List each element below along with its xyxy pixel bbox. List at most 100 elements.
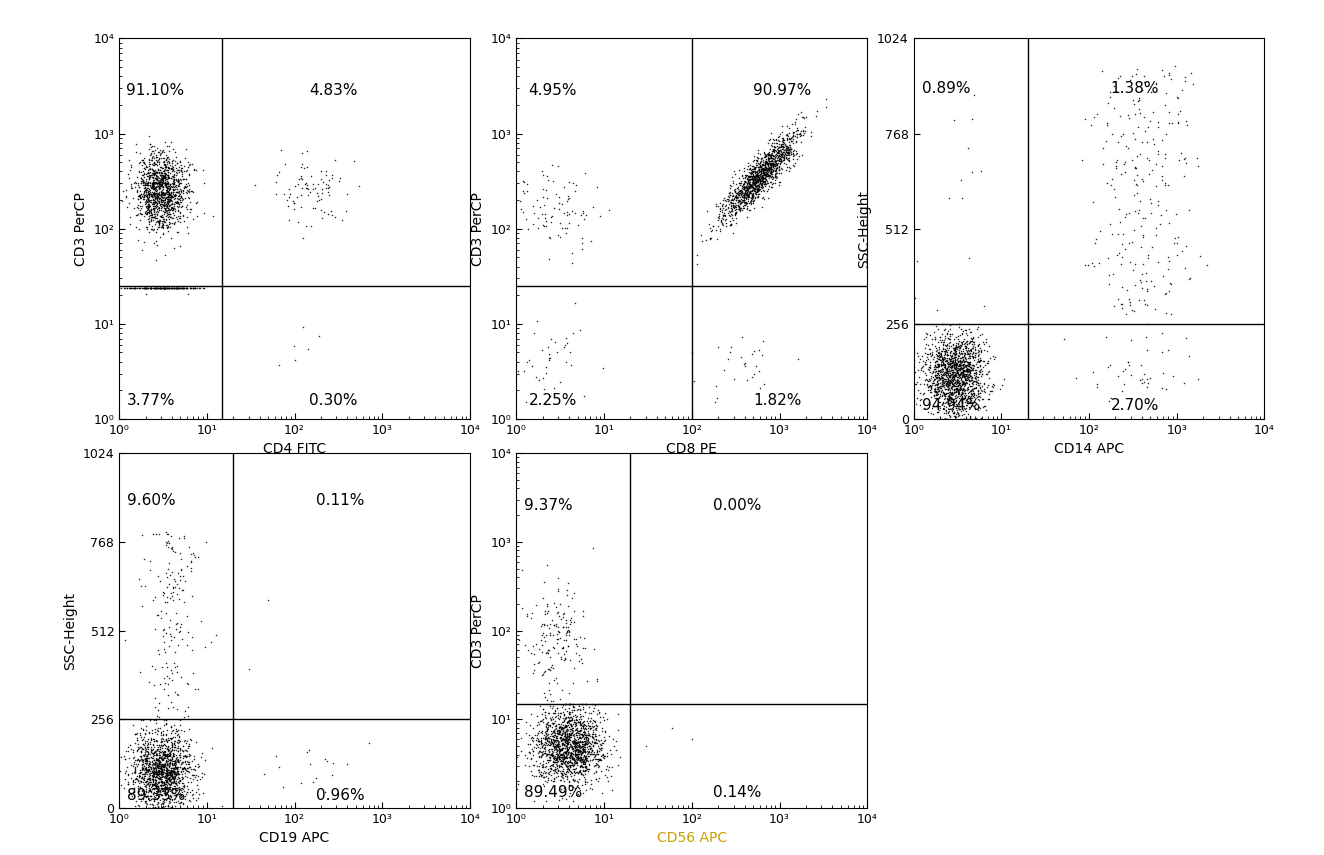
Point [740, 194, 761, 208]
Point [948, 371, 969, 385]
Point [752, 157, 773, 171]
Point [707, 199, 728, 213]
Point [135, 795, 156, 809]
Point [167, 765, 188, 779]
Point [736, 182, 757, 196]
Text: 94.94%: 94.94% [922, 398, 980, 413]
Point [140, 280, 162, 294]
Point [542, 742, 563, 756]
X-axis label: CD19 APC: CD19 APC [260, 831, 330, 846]
Point [152, 190, 173, 203]
Point [556, 762, 577, 775]
Point [543, 748, 564, 762]
Point [175, 180, 196, 193]
Point [555, 744, 576, 758]
Point [148, 762, 169, 775]
Point [747, 171, 768, 185]
Point [135, 801, 156, 815]
Point [545, 719, 567, 733]
Point [939, 378, 960, 392]
Point [577, 732, 598, 746]
Point [146, 743, 167, 757]
Point [146, 225, 167, 239]
Point [151, 187, 172, 201]
Point [728, 195, 749, 209]
Point [158, 160, 179, 174]
Point [948, 375, 969, 389]
Point [1137, 343, 1158, 357]
Point [572, 746, 593, 759]
Point [943, 358, 964, 372]
Point [744, 172, 765, 186]
Point [542, 735, 563, 749]
Point [540, 753, 561, 767]
Point [539, 738, 560, 752]
Point [285, 179, 306, 192]
Point [159, 194, 180, 208]
Point [1165, 232, 1186, 245]
Point [951, 360, 972, 374]
Point [168, 188, 189, 202]
Point [928, 370, 949, 384]
Point [556, 742, 577, 756]
Point [123, 774, 144, 787]
Point [531, 731, 552, 745]
Point [947, 406, 968, 420]
Point [163, 788, 184, 802]
Point [724, 206, 745, 220]
Point [737, 192, 759, 206]
Point [158, 168, 179, 182]
Point [700, 225, 722, 239]
Point [164, 762, 185, 775]
Point [134, 740, 155, 754]
Point [532, 731, 553, 745]
Point [919, 374, 940, 387]
Point [951, 412, 972, 426]
Point [765, 140, 786, 154]
Point [973, 392, 994, 406]
Point [939, 408, 960, 422]
Point [158, 161, 179, 174]
Point [138, 201, 159, 215]
Point [575, 705, 596, 719]
Point [143, 186, 164, 200]
Point [952, 395, 973, 409]
Point [122, 777, 143, 791]
Point [564, 750, 585, 764]
Point [792, 109, 813, 123]
Point [534, 746, 555, 760]
Point [581, 234, 602, 248]
Point [940, 348, 961, 362]
Point [944, 365, 965, 379]
Point [564, 744, 585, 758]
Point [290, 776, 311, 790]
Point [757, 156, 779, 169]
Point [127, 179, 148, 192]
Point [575, 697, 596, 711]
Point [156, 669, 177, 682]
Point [1082, 256, 1103, 270]
Point [960, 360, 981, 374]
Point [967, 390, 988, 404]
Point [168, 215, 189, 228]
Point [154, 177, 175, 191]
Point [744, 174, 765, 187]
Point [969, 359, 990, 373]
Point [135, 757, 156, 770]
Point [144, 195, 166, 209]
Point [748, 162, 769, 176]
Point [593, 749, 614, 763]
Point [159, 781, 180, 794]
Point [146, 280, 167, 294]
Point [152, 186, 173, 199]
Point [1158, 215, 1180, 229]
Point [957, 345, 978, 358]
Point [764, 168, 785, 181]
Point [564, 736, 585, 750]
Point [952, 409, 973, 422]
Point [757, 156, 779, 170]
Point [947, 365, 968, 379]
Point [135, 193, 156, 207]
Point [132, 757, 154, 770]
Point [146, 171, 167, 185]
